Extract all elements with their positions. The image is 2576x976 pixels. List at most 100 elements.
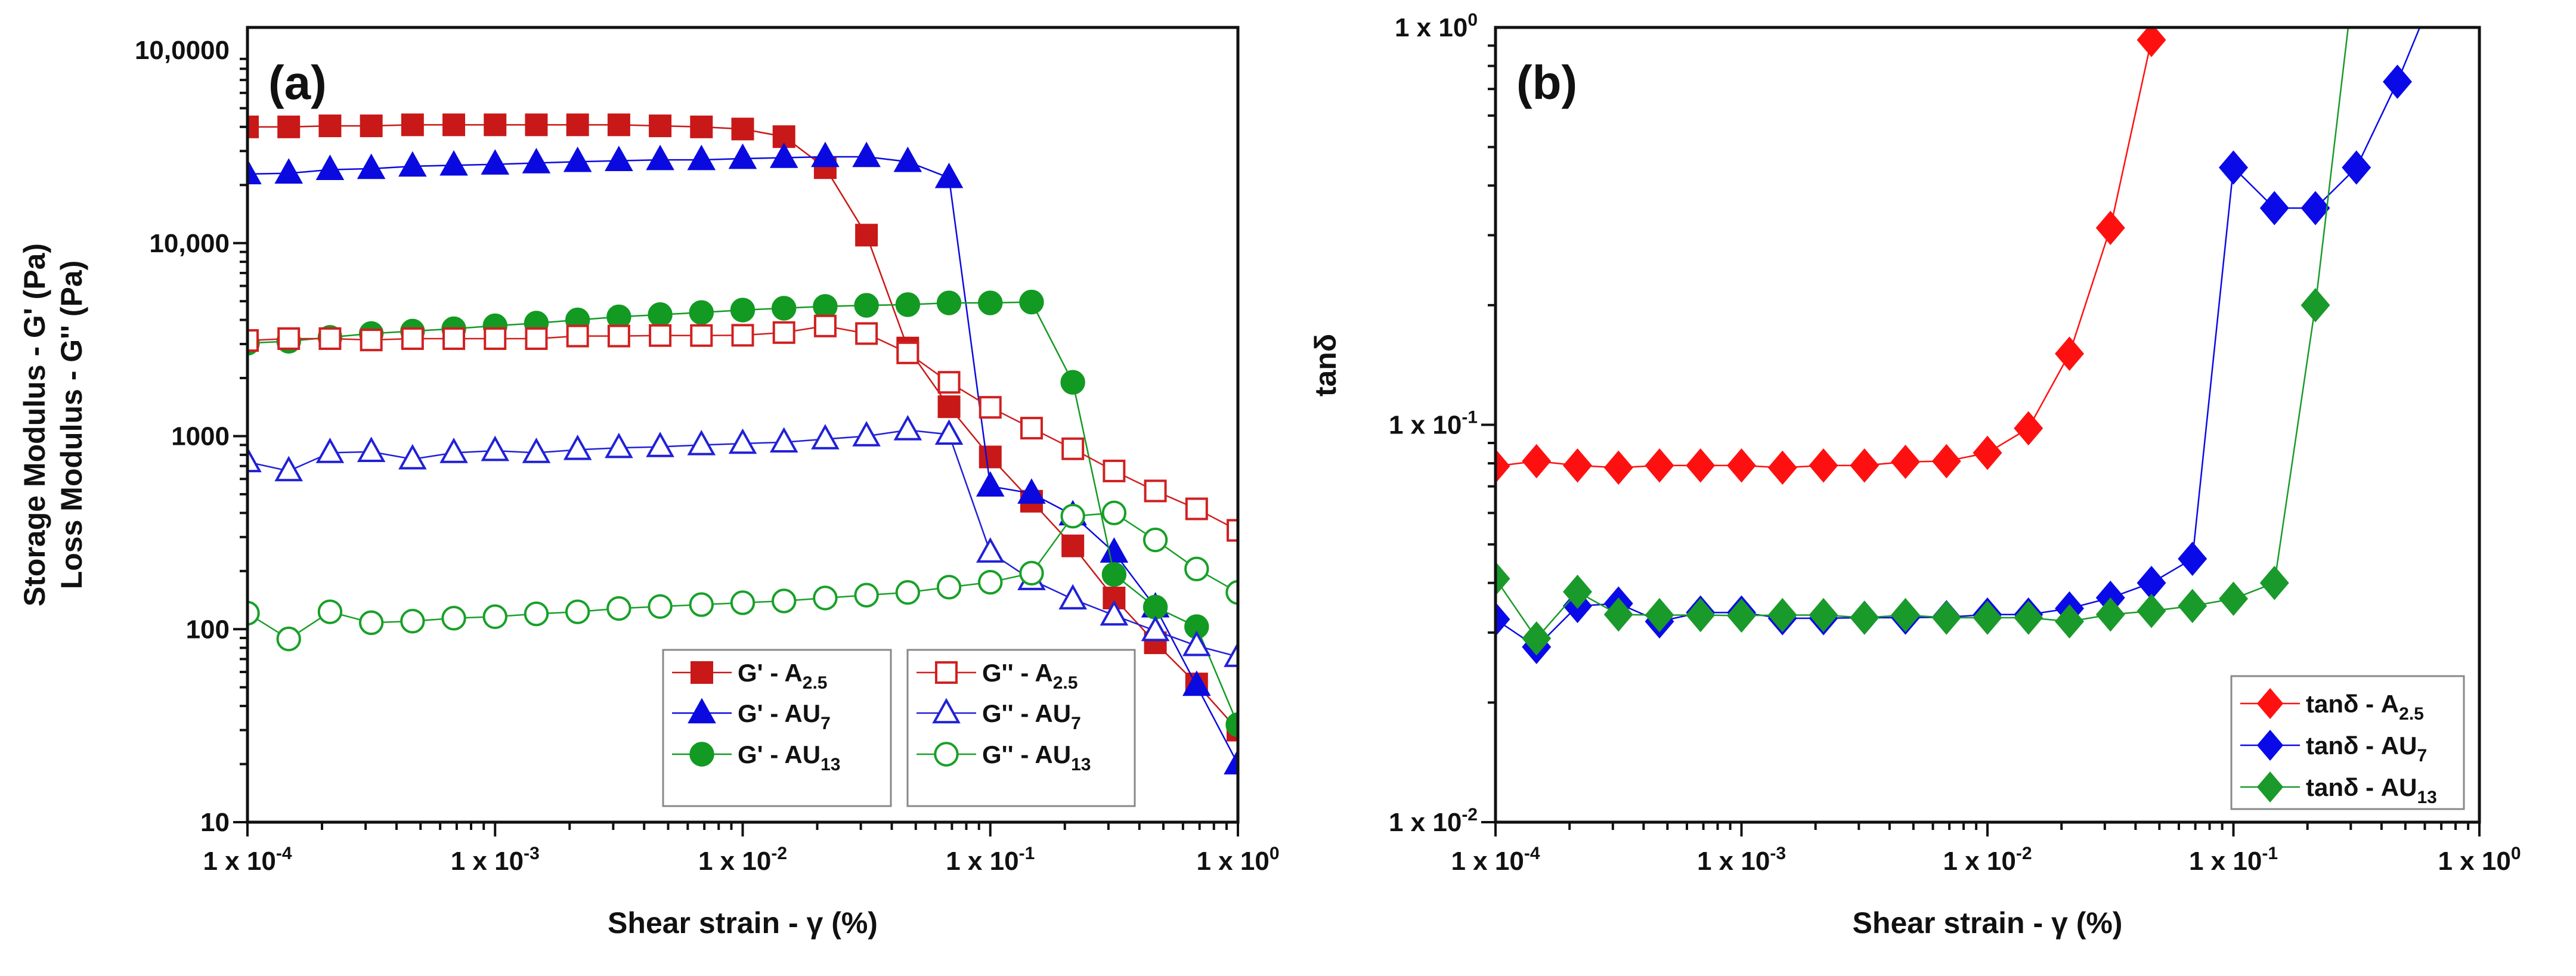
data-point [855, 322, 878, 345]
data-point [1184, 556, 1209, 582]
data-point [936, 575, 962, 600]
tick-exponent: 0 [1467, 10, 1478, 30]
data-point [317, 599, 343, 624]
data-point [854, 582, 879, 608]
data-point [687, 144, 716, 171]
tick-base: 1 x 10 [1395, 13, 1467, 42]
data-point [772, 296, 797, 321]
data-point [441, 606, 466, 631]
legend-subscript: 2.5 [2399, 704, 2424, 724]
data-point [484, 327, 507, 350]
legend-name: G'' - AU [982, 740, 1071, 769]
legend-subscript: 2.5 [803, 673, 828, 693]
plot-frame [246, 26, 1240, 824]
data-point [1522, 444, 1552, 479]
data-point [1100, 537, 1129, 563]
legend-marker [2256, 729, 2284, 761]
tick-exponent: -4 [1524, 844, 1540, 863]
tick-base: 1 x 10 [1697, 847, 1770, 876]
data-point [813, 294, 838, 319]
data-point [895, 580, 921, 605]
legend-subscript: 13 [1071, 755, 1091, 774]
series-4 [247, 414, 1238, 667]
y-axis-label: Storage Modulus - G' (Pa) [18, 243, 51, 606]
data-point [1182, 670, 1211, 696]
data-point [1061, 437, 1085, 460]
data-point [1645, 448, 1674, 483]
data-point [689, 592, 714, 617]
data-point [934, 162, 964, 188]
data-point [648, 594, 673, 619]
legend-name: tanδ - A [2306, 690, 2399, 718]
data-point [1931, 444, 1961, 479]
data-point [813, 314, 837, 337]
data-point [1020, 417, 1043, 440]
data-point [277, 327, 301, 350]
data-point [852, 421, 881, 447]
legend-marker [688, 698, 716, 724]
plot-area [1496, 27, 2421, 664]
x-tick-label: 1 x 10-2 [698, 844, 787, 876]
data-point [481, 149, 510, 175]
tick-exponent: 0 [1270, 844, 1280, 863]
data-point [1019, 560, 1044, 586]
legend-name: G' - A [738, 659, 803, 687]
data-point [606, 596, 631, 621]
legend-label: tanδ - AU7 [2306, 732, 2427, 766]
data-point [687, 429, 716, 456]
data-point [1891, 444, 1920, 479]
x-tick-label: 1 x 10-1 [946, 844, 1035, 876]
data-point [1686, 597, 1716, 633]
data-point [1227, 519, 1238, 542]
data-point [649, 324, 672, 347]
data-point [896, 341, 919, 364]
y-tick-label: 1 x 10-2 [1389, 805, 1478, 837]
data-point [566, 324, 589, 348]
data-point [1103, 459, 1126, 482]
data-point [1101, 500, 1127, 526]
series-2 [1496, 27, 2349, 656]
legend-name: tanδ - AU [2306, 732, 2417, 760]
data-point [1019, 289, 1044, 315]
x-tick-label: 1 x 10-4 [203, 844, 292, 876]
legend-label: G'' - AU13 [982, 740, 1091, 774]
x-tick-label: 1 x 10-3 [1697, 844, 1786, 876]
data-point [1058, 584, 1087, 610]
data-point [524, 601, 549, 627]
data-point [439, 438, 468, 463]
data-point [2301, 191, 2330, 225]
data-point [522, 148, 551, 173]
tick-exponent: -2 [771, 844, 787, 863]
data-point [400, 609, 425, 634]
data-point [607, 324, 630, 348]
tick-base: 1 x 10 [1389, 411, 1462, 440]
data-point [1603, 450, 1633, 485]
data-point [978, 569, 1003, 595]
data-point [1061, 534, 1085, 557]
series-5 [247, 500, 1238, 652]
data-point [1225, 580, 1238, 605]
data-point [852, 141, 881, 168]
data-point [277, 115, 301, 138]
data-point [1100, 600, 1129, 626]
data-point [730, 590, 756, 615]
data-point [1563, 574, 1592, 609]
legend-label: G' - AU7 [738, 699, 831, 733]
tick-base: 1 x 10 [451, 847, 524, 876]
series-line [1496, 27, 2421, 648]
y-tick-label: 1 x 100 [1395, 10, 1478, 42]
legend-marker [691, 661, 713, 684]
y-tick-label: 1000 [171, 422, 230, 451]
data-point [2014, 600, 2044, 635]
data-point [484, 113, 507, 137]
data-point [2095, 210, 2125, 245]
data-point [1522, 621, 1552, 656]
data-point [1563, 448, 1592, 483]
data-point [936, 290, 962, 315]
data-point [401, 113, 424, 137]
legend-marker [2256, 771, 2284, 803]
data-point [1101, 562, 1127, 587]
series-3 [247, 314, 1238, 542]
